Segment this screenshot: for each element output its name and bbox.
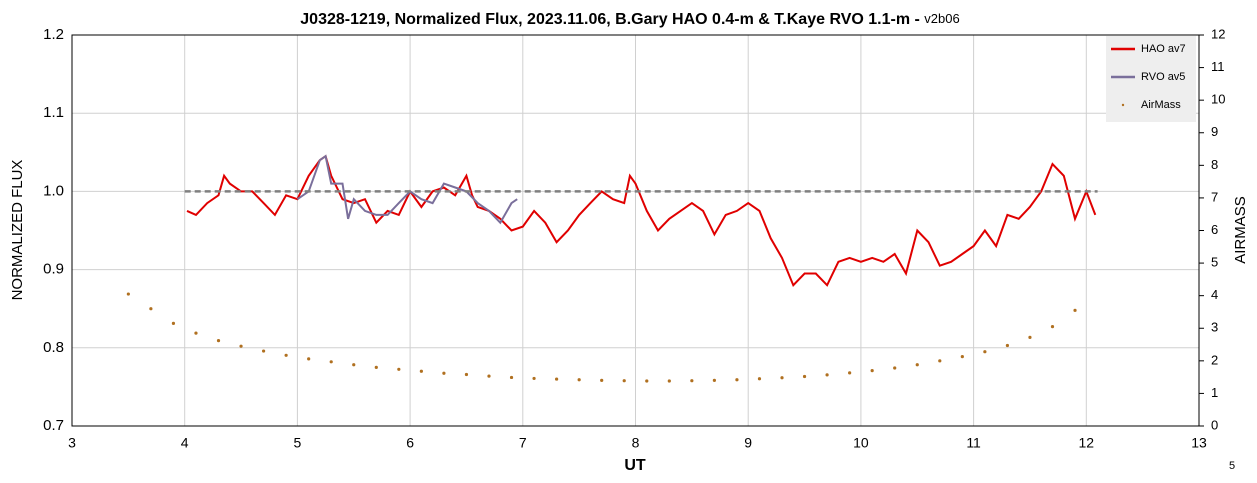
x-tick-label: 9 — [744, 435, 752, 451]
airmass-point — [690, 379, 694, 383]
airmass-point — [983, 350, 987, 354]
y2-tick-label: 3 — [1211, 320, 1218, 335]
airmass-point — [667, 379, 671, 383]
airmass-point — [464, 372, 469, 377]
airmass-point — [712, 378, 716, 382]
x-tick-label: 10 — [853, 435, 869, 451]
airmass-point — [261, 349, 266, 353]
airmass-point — [848, 371, 852, 375]
y2-tick-label: 0 — [1211, 417, 1218, 432]
airmass-point — [938, 359, 942, 363]
x-tick-label: 11 — [966, 435, 981, 451]
series-line — [186, 154, 1097, 287]
y2-tick-label: 8 — [1211, 157, 1218, 172]
x-tick-label: 12 — [1079, 435, 1095, 451]
airmass-point — [622, 379, 626, 383]
y2-tick-label: 6 — [1211, 222, 1218, 237]
airmass-point — [825, 373, 829, 377]
x-tick-label: 5 — [294, 435, 302, 451]
airmass-point — [216, 339, 221, 343]
y2-axis-label: AIRMASS — [1232, 196, 1249, 264]
airmass-point — [600, 378, 604, 382]
airmass-point — [915, 363, 919, 367]
airmass-point — [555, 377, 559, 381]
y-tick-label: 0.9 — [43, 261, 64, 278]
legend-label: HAO av7 — [1141, 43, 1186, 55]
x-tick-label: 13 — [1191, 435, 1207, 451]
airmass-point — [284, 353, 288, 357]
x-tick-label: 7 — [519, 435, 527, 451]
airmass-point — [1028, 335, 1032, 339]
y-tick-label: 0.7 — [43, 417, 64, 434]
plot-frame — [71, 34, 1200, 427]
airmass-point — [645, 379, 649, 383]
airmass-point — [509, 375, 514, 380]
footnote: 5 — [1229, 460, 1235, 472]
airmass-point — [735, 378, 739, 382]
airmass-point — [171, 321, 176, 325]
airmass-point — [329, 360, 333, 364]
airmass-point — [780, 376, 784, 380]
x-tick-label: 8 — [632, 435, 640, 451]
airmass-point — [532, 376, 536, 381]
airmass-point — [893, 366, 897, 370]
airmass-point — [397, 367, 401, 371]
airmass-point — [757, 377, 762, 381]
airmass-point — [126, 292, 130, 296]
y2-tick-label: 7 — [1211, 189, 1218, 204]
y2-tick-label: 9 — [1211, 124, 1218, 139]
airmass-point — [1073, 308, 1077, 312]
x-tick-label: 4 — [181, 435, 189, 451]
airmass-point — [374, 365, 378, 369]
y2-tick-label: 2 — [1211, 352, 1218, 367]
legend-box — [1106, 36, 1196, 122]
airmass-point — [577, 378, 581, 382]
legend-marker — [1121, 103, 1125, 107]
airmass-point — [194, 331, 198, 335]
airmass-point — [149, 307, 153, 311]
x-axis-label: UT — [624, 457, 646, 474]
chart-subtitle: v2b06 — [924, 11, 959, 26]
x-tick-label: 6 — [406, 435, 414, 451]
airmass-point — [442, 371, 446, 375]
airmass-point — [352, 363, 356, 367]
y2-tick-label: 1 — [1211, 385, 1218, 400]
airmass-point — [870, 369, 874, 373]
y2-tick-label: 10 — [1211, 92, 1225, 107]
y-tick-label: 0.8 — [43, 339, 64, 356]
airmass-point — [487, 374, 491, 378]
y-tick-label: 1.1 — [43, 104, 64, 121]
airmass-point — [802, 374, 807, 379]
y-tick-label: 1.0 — [43, 182, 64, 199]
chart-title-group: J0328-1219, Normalized Flux, 2023.11.06,… — [300, 11, 959, 28]
legend-label: RVO av5 — [1141, 71, 1185, 83]
chart-title: J0328-1219, Normalized Flux, 2023.11.06,… — [300, 11, 924, 28]
airmass-point — [419, 369, 423, 373]
y2-tick-label: 5 — [1211, 255, 1218, 270]
y-tick-label: 1.2 — [43, 26, 64, 43]
x-tick-label: 3 — [68, 435, 76, 451]
airmass-point — [239, 344, 243, 348]
y-axis-label: NORMALIZED FLUX — [9, 160, 26, 301]
airmass-point — [960, 354, 964, 359]
y2-tick-label: 4 — [1211, 287, 1218, 302]
series-line — [296, 154, 518, 225]
y2-tick-label: 12 — [1211, 26, 1225, 41]
airmass-point — [1050, 325, 1055, 329]
airmass-point — [307, 357, 311, 361]
airmass-point — [1005, 343, 1010, 348]
y2-tick-label: 11 — [1211, 59, 1225, 74]
legend-label: AirMass — [1141, 99, 1181, 111]
